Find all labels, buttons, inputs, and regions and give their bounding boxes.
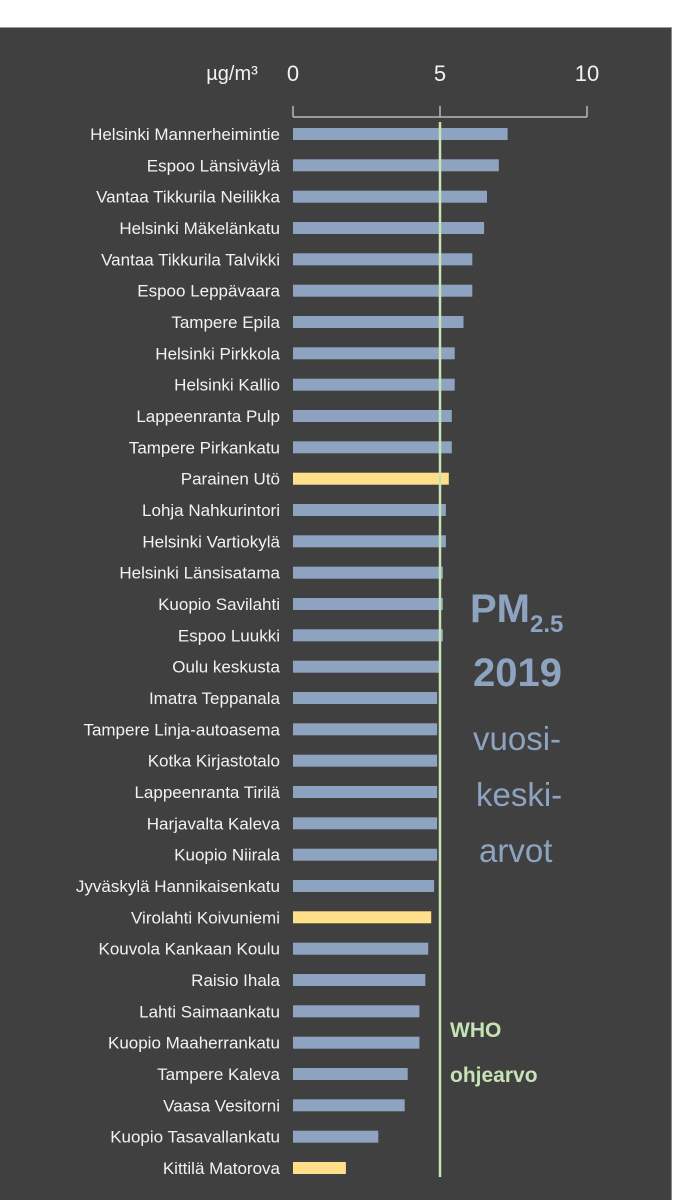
bar bbox=[293, 1068, 408, 1080]
bar bbox=[293, 942, 429, 955]
title-desc-line-3: arvot bbox=[479, 832, 552, 869]
bar bbox=[293, 660, 440, 673]
title-pm-main: PM bbox=[470, 587, 530, 631]
tick-label: 0 bbox=[287, 61, 299, 86]
title-year: 2019 bbox=[473, 651, 562, 695]
category-label: Helsinki Mannerheimintie bbox=[90, 125, 280, 144]
bar bbox=[293, 504, 446, 516]
bar bbox=[293, 378, 455, 391]
bar bbox=[293, 723, 438, 736]
bar bbox=[293, 190, 487, 203]
category-label: Kittilä Matorova bbox=[163, 1159, 281, 1178]
who-label-line-1: WHO bbox=[450, 1019, 501, 1042]
category-label: Espoo Luukki bbox=[178, 626, 280, 645]
category-label: Vantaa Tikkurila Neilikka bbox=[96, 188, 280, 207]
bar-highlighted bbox=[293, 472, 449, 485]
bar bbox=[293, 974, 426, 986]
category-label: Tampere Pirkankatu bbox=[129, 438, 280, 457]
bar bbox=[293, 159, 499, 172]
bar bbox=[293, 253, 473, 266]
category-label: Kotka Kirjastotalo bbox=[148, 752, 280, 771]
x-axis: 0 5 10 bbox=[287, 61, 599, 118]
tick-label: 5 bbox=[434, 61, 446, 86]
bar bbox=[293, 535, 446, 548]
bar bbox=[293, 817, 438, 830]
category-label: Raisio Ihala bbox=[191, 971, 280, 990]
category-label: Tampere Epila bbox=[171, 313, 280, 332]
category-label: Parainen Utö bbox=[181, 470, 280, 489]
bar bbox=[293, 1005, 420, 1018]
bar bbox=[293, 441, 452, 454]
bar bbox=[293, 1130, 379, 1143]
category-label: Lappeenranta Tirilä bbox=[134, 783, 280, 802]
who-label: WHO ohjearvo bbox=[450, 1019, 538, 1087]
category-label: Oulu keskusta bbox=[172, 658, 280, 677]
category-label: Imatra Teppanala bbox=[149, 689, 281, 708]
bar bbox=[293, 786, 438, 798]
category-label: Kuopio Maaherrankatu bbox=[108, 1034, 280, 1053]
bar bbox=[293, 347, 455, 360]
bar bbox=[293, 629, 443, 642]
bar bbox=[293, 222, 485, 234]
who-label-line-2: ohjearvo bbox=[450, 1064, 538, 1087]
bar bbox=[293, 316, 464, 328]
bars bbox=[293, 128, 508, 1174]
title-pm: PM2.5 bbox=[470, 587, 563, 638]
category-label: Helsinki Kallio bbox=[174, 376, 280, 395]
category-label: Vantaa Tikkurila Talvikki bbox=[101, 250, 280, 269]
category-label: Lohja Nahkurintori bbox=[142, 501, 280, 520]
bar bbox=[293, 848, 438, 861]
bar bbox=[293, 754, 438, 767]
category-label: Kuopio Savilahti bbox=[158, 595, 280, 614]
bar bbox=[293, 1036, 420, 1049]
category-label: Kuopio Niirala bbox=[174, 846, 280, 865]
category-label: Kouvola Kankaan Koulu bbox=[99, 940, 280, 959]
category-label: Tampere Kaleva bbox=[157, 1065, 280, 1084]
title-desc-line-1: vuosi- bbox=[473, 720, 561, 757]
unit-label: µg/m³ bbox=[206, 63, 258, 85]
category-label: Virolahti Koivuniemi bbox=[131, 908, 280, 927]
title-pm-sub: 2.5 bbox=[530, 611, 563, 638]
bar bbox=[293, 1099, 405, 1112]
bar bbox=[293, 598, 443, 610]
title-desc-line-2: keski- bbox=[476, 776, 562, 813]
category-label: Helsinki Vartiokylä bbox=[142, 532, 280, 551]
category-label: Helsinki Pirkkola bbox=[155, 344, 280, 363]
bar-highlighted bbox=[293, 911, 432, 924]
bar bbox=[293, 128, 508, 140]
category-label: Kuopio Tasavallankatu bbox=[110, 1128, 280, 1147]
bar bbox=[293, 692, 438, 704]
bar bbox=[293, 880, 435, 892]
category-label: Jyväskylä Hannikaisenkatu bbox=[76, 877, 280, 896]
tick-label: 10 bbox=[575, 61, 599, 86]
bar bbox=[293, 284, 473, 297]
bar-highlighted bbox=[293, 1162, 346, 1174]
category-label: Helsinki Mäkelänkatu bbox=[119, 219, 280, 238]
category-label: Espoo Länsiväylä bbox=[147, 156, 281, 175]
category-label: Harjavalta Kaleva bbox=[147, 814, 281, 833]
category-label: Espoo Leppävaara bbox=[137, 282, 280, 301]
category-label: Helsinki Länsisatama bbox=[119, 564, 280, 583]
chart-title: PM2.5 2019 vuosi- keski- arvot bbox=[470, 587, 563, 869]
bar bbox=[293, 566, 443, 579]
bar bbox=[293, 410, 452, 422]
category-labels: Helsinki Mannerheimintie Espoo Länsiväylä… bbox=[76, 125, 281, 1178]
category-label: Tampere Linja-autoasema bbox=[83, 720, 280, 739]
category-label: Lappeenranta Pulp bbox=[136, 407, 280, 426]
category-label: Lahti Saimaankatu bbox=[139, 1002, 280, 1021]
category-label: Vaasa Vesitorni bbox=[163, 1096, 280, 1115]
